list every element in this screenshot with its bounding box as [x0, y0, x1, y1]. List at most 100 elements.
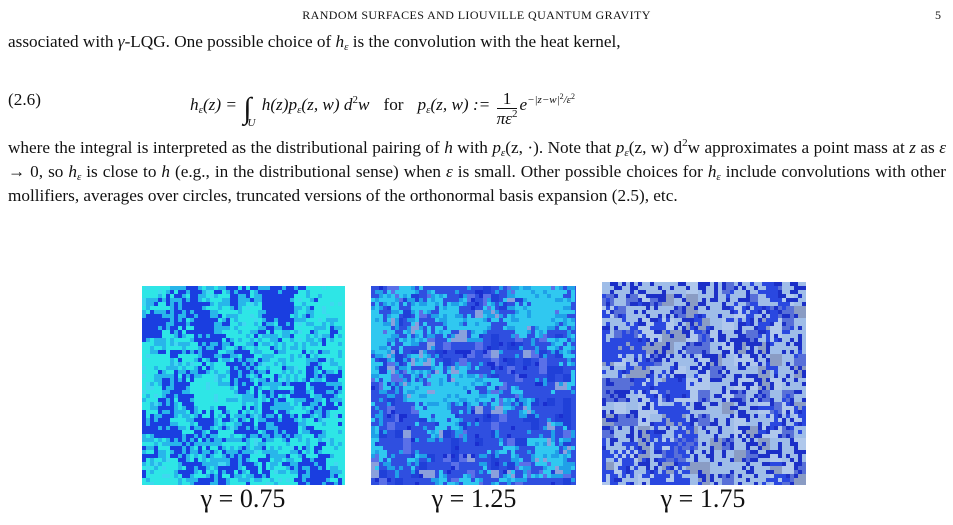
texture-cell [218, 474, 222, 478]
texture-cell [630, 474, 634, 478]
texture-cell [754, 374, 758, 378]
texture-cell [282, 330, 286, 334]
texture-cell [262, 422, 266, 426]
texture-cell [519, 306, 523, 310]
texture-cell [266, 310, 270, 314]
texture-cell [375, 338, 379, 342]
texture-cell [670, 442, 674, 446]
texture-cell [214, 334, 218, 338]
texture-cell [702, 474, 706, 478]
texture-cell [266, 470, 270, 474]
texture-cell [690, 430, 694, 434]
texture-cell [555, 458, 559, 462]
texture-cell [662, 330, 674, 342]
texture-cell [618, 350, 622, 354]
texture-cell [543, 438, 547, 442]
texture-cell [282, 438, 286, 442]
texture-cell [802, 374, 806, 378]
texture-cell [439, 326, 443, 330]
texture-cell [230, 370, 234, 374]
texture-cell [678, 418, 682, 422]
texture-cell [610, 382, 614, 386]
texture-cell [559, 458, 563, 462]
texture-cell [678, 350, 682, 354]
texture-cell [670, 386, 674, 390]
texture-cell [662, 458, 666, 462]
texture-cell [399, 466, 403, 470]
texture-cell [334, 470, 338, 474]
texture-cell [150, 406, 154, 410]
texture-cell [286, 378, 290, 382]
texture-cell [491, 362, 495, 366]
texture-cell [467, 322, 471, 326]
texture-cell [467, 478, 471, 482]
texture-cell [274, 414, 278, 418]
texture-cell [238, 322, 242, 326]
texture-cell [234, 394, 238, 398]
texture-cell [230, 290, 234, 294]
texture-cell [551, 290, 555, 294]
texture-cell [630, 410, 634, 414]
texture-cell [190, 286, 194, 290]
texture-cell [174, 314, 178, 318]
texture-cell [507, 358, 515, 366]
texture-cell [190, 442, 194, 446]
texture-cell [511, 370, 515, 374]
texture-cell [483, 318, 487, 322]
texture-cell [234, 298, 238, 302]
texture-cell [226, 414, 230, 418]
texture-cell [210, 414, 214, 418]
texture-cell [334, 330, 338, 334]
texture-cell [634, 466, 638, 470]
texture-cell [523, 330, 527, 334]
texture-cell [154, 302, 158, 306]
texture-cell [178, 286, 182, 290]
texture-cell [290, 318, 294, 322]
texture-cell [158, 326, 162, 330]
texture-cell [531, 318, 535, 322]
texture-cell [318, 474, 322, 478]
texture-cell [495, 310, 499, 314]
texture-cell [411, 370, 415, 374]
text: (e.g., in the distributional sense) when [170, 162, 447, 181]
texture-cell [222, 438, 226, 442]
texture-cell [646, 306, 650, 310]
texture-cell [298, 382, 302, 386]
texture-cell [202, 454, 206, 458]
texture-cell [403, 310, 411, 318]
texture-cell [250, 422, 254, 426]
texture-cell [214, 398, 218, 402]
texture-cell [678, 394, 682, 398]
texture-cell [798, 294, 802, 298]
texture-cell [487, 394, 491, 398]
texture-cell [371, 314, 375, 318]
texture-cell [226, 342, 230, 346]
texture-cell [262, 306, 266, 310]
texture-cell [286, 410, 290, 414]
texture-cell [630, 438, 634, 442]
texture-cell [638, 378, 642, 382]
texture-cell [238, 410, 242, 414]
texture-cell [314, 342, 318, 346]
texture-cell [326, 358, 330, 362]
texture-cell [435, 366, 439, 370]
texture-cell [282, 430, 286, 434]
texture-cell [258, 378, 262, 382]
texture-cell [274, 298, 278, 302]
texture-cell [638, 338, 642, 342]
texture-cell [174, 326, 178, 330]
texture-cell [455, 378, 459, 382]
texture-cell [515, 438, 523, 446]
texture-cell [194, 298, 198, 302]
texture-cell [214, 294, 218, 298]
math: z [909, 138, 916, 157]
texture-cell [602, 314, 606, 318]
texture-cell [610, 290, 614, 294]
texture-cell [535, 298, 539, 302]
texture-cell [270, 434, 274, 438]
texture-cell [294, 446, 298, 450]
texture-cell [407, 362, 411, 366]
texture-cell [387, 346, 391, 350]
texture-cell [423, 310, 427, 314]
texture-cell [443, 378, 447, 382]
